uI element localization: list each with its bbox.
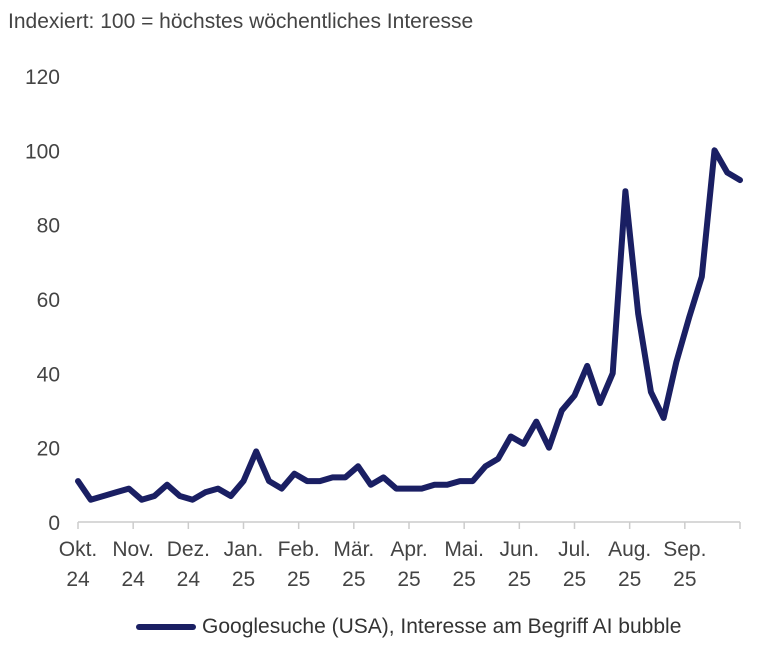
x-tick-label-year: 24: [66, 568, 90, 591]
y-tick-label: 80: [37, 215, 60, 238]
x-tick-label-month: Jul.: [558, 538, 591, 561]
x-tick-label-month: Apr.: [390, 538, 427, 561]
x-tick-label-year: 25: [563, 568, 586, 591]
y-tick-label: 100: [25, 140, 60, 163]
y-tick-label: 0: [48, 512, 60, 535]
x-tick-label-month: Jun.: [499, 538, 539, 561]
x-tick-label-year: 25: [508, 568, 531, 591]
y-tick-label: 120: [25, 66, 60, 89]
x-tick-label-year: 25: [397, 568, 420, 591]
x-tick-label-year: 25: [452, 568, 475, 591]
y-tick-label: 40: [37, 363, 60, 386]
x-tick-label-month: Jan.: [224, 538, 264, 561]
x-tick-label-year: 24: [177, 568, 201, 591]
series-line: [75, 147, 743, 503]
y-tick-label: 20: [37, 438, 60, 461]
x-tick-label-year: 24: [121, 568, 145, 591]
legend-swatch: [136, 624, 196, 630]
x-tick-label-month: Sep.: [663, 538, 706, 561]
legend: Googlesuche (USA), Interesse am Begriff …: [136, 615, 681, 639]
x-tick-label-year: 25: [618, 568, 641, 591]
y-tick-label: 60: [37, 289, 60, 312]
x-tick-label-year: 25: [287, 568, 310, 591]
x-tick-label-month: Mär.: [333, 538, 374, 561]
x-tick-label-month: Feb.: [278, 538, 320, 561]
x-tick-label-year: 25: [673, 568, 696, 591]
legend-label: Googlesuche (USA), Interesse am Begriff …: [202, 615, 682, 638]
x-tick-label-year: 25: [232, 568, 255, 591]
x-tick-label-month: Dez.: [167, 538, 210, 561]
chart-subtitle: Indexiert: 100 = höchstes wöchentliches …: [8, 10, 474, 33]
x-tick-label-month: Okt.: [59, 538, 98, 561]
x-tick-label-month: Aug.: [608, 538, 651, 561]
x-tick-label-month: Nov.: [112, 538, 154, 561]
x-tick-label-month: Mai.: [444, 538, 484, 561]
x-tick-label-year: 25: [342, 568, 365, 591]
